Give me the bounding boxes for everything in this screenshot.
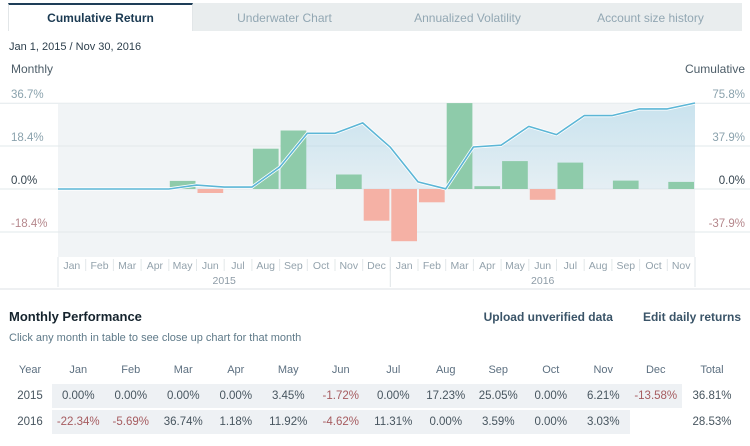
tab-account-size-history[interactable]: Account size history bbox=[559, 3, 742, 31]
svg-text:Aug: Aug bbox=[256, 260, 275, 272]
month-cell[interactable]: -22.34% bbox=[52, 410, 105, 434]
svg-text:36.7%: 36.7% bbox=[11, 89, 44, 101]
month-cell[interactable]: 36.74% bbox=[157, 410, 210, 434]
column-header-aug: Aug bbox=[435, 364, 456, 376]
column-header-year: Year bbox=[18, 364, 42, 376]
table-row-2015: 2015 0.00% 0.00% 0.00% 0.00% 3.45% -1.72% 0.00%… bbox=[8, 384, 742, 408]
month-cell[interactable]: 3.59% bbox=[472, 410, 525, 434]
total-cell: 36.81% bbox=[692, 390, 732, 402]
svg-text:Aug: Aug bbox=[589, 260, 608, 272]
svg-text:0.0%: 0.0% bbox=[11, 175, 37, 187]
month-cell[interactable]: -4.62% bbox=[314, 410, 367, 434]
month-cell[interactable]: 11.31% bbox=[367, 410, 420, 434]
column-header-apr: Apr bbox=[227, 364, 245, 376]
column-header-dec: Dec bbox=[645, 364, 666, 376]
svg-text:Jun: Jun bbox=[534, 260, 551, 272]
month-cell[interactable]: 0.00% bbox=[104, 384, 157, 408]
svg-text:2015: 2015 bbox=[213, 275, 237, 287]
month-cell[interactable]: -5.69% bbox=[104, 410, 157, 434]
month-cell[interactable]: 25.05% bbox=[472, 384, 525, 408]
month-cell[interactable]: 0.00% bbox=[52, 384, 105, 408]
column-header-total: Total bbox=[700, 364, 724, 376]
edit-daily-returns-link[interactable]: Edit daily returns bbox=[642, 310, 741, 324]
table-header-row: Year Jan Feb Mar Apr May Jun Jul Aug Sep Oct Nov Dec… bbox=[8, 362, 742, 378]
svg-text:Apr: Apr bbox=[147, 260, 164, 272]
column-header-jul: Jul bbox=[386, 364, 401, 376]
svg-text:Nov: Nov bbox=[672, 260, 691, 272]
column-header-sep: Sep bbox=[488, 364, 509, 376]
svg-text:-18.4%: -18.4% bbox=[11, 218, 47, 230]
svg-text:Sep: Sep bbox=[616, 260, 635, 272]
column-header-nov: Nov bbox=[593, 364, 614, 376]
svg-text:Nov: Nov bbox=[339, 260, 358, 272]
table-body: 2015 0.00% 0.00% 0.00% 0.00% 3.45% -1.72% 0.00%… bbox=[8, 384, 742, 434]
upload-unverified-data-link[interactable]: Upload unverified data bbox=[483, 310, 613, 324]
svg-text:0.0%: 0.0% bbox=[719, 175, 745, 187]
month-cell[interactable]: 11.92% bbox=[262, 410, 315, 434]
svg-text:Cumulative: Cumulative bbox=[685, 62, 745, 76]
svg-text:Jul: Jul bbox=[231, 260, 244, 272]
month-cell[interactable]: -13.58% bbox=[629, 384, 682, 408]
chart-tabs: Cumulative Return Underwater Chart Annua… bbox=[8, 3, 742, 31]
svg-text:Feb: Feb bbox=[90, 260, 108, 272]
monthly-performance-header: Monthly Performance Upload unverified da… bbox=[9, 309, 741, 324]
column-header-may: May bbox=[277, 364, 299, 376]
svg-text:37.9%: 37.9% bbox=[712, 132, 745, 144]
svg-text:Apr: Apr bbox=[479, 260, 496, 272]
svg-text:May: May bbox=[505, 260, 526, 272]
svg-text:2016: 2016 bbox=[531, 275, 555, 287]
month-cell[interactable]: 0.00% bbox=[157, 384, 210, 408]
column-header-oct: Oct bbox=[542, 364, 560, 376]
month-cell[interactable]: 0.00% bbox=[524, 384, 577, 408]
month-cell[interactable]: 6.21% bbox=[577, 384, 630, 408]
monthly-performance-title: Monthly Performance bbox=[9, 309, 142, 324]
monthly-performance-table: Year Jan Feb Mar Apr May Jun Jul Aug Sep Oct Nov Dec… bbox=[8, 362, 742, 434]
svg-text:Jan: Jan bbox=[63, 260, 80, 272]
svg-text:Dec: Dec bbox=[367, 260, 386, 272]
svg-text:75.8%: 75.8% bbox=[712, 89, 745, 101]
svg-text:Mar: Mar bbox=[451, 260, 470, 272]
year-cell: 2015 bbox=[17, 390, 43, 402]
column-header-feb: Feb bbox=[121, 364, 141, 376]
cumulative-return-chart[interactable]: Jan Feb Mar Apr May Jun Jul Aug Sep Oct Nov Dec Jan F… bbox=[0, 57, 750, 293]
table-actions: Upload unverified data Edit daily return… bbox=[484, 310, 741, 324]
month-cell[interactable]: -1.72% bbox=[314, 384, 367, 408]
month-cell[interactable]: 0.00% bbox=[367, 384, 420, 408]
svg-text:Sep: Sep bbox=[284, 260, 303, 272]
month-cell[interactable]: 0.00% bbox=[524, 410, 577, 434]
svg-text:18.4%: 18.4% bbox=[11, 132, 44, 144]
svg-text:-37.9%: -37.9% bbox=[709, 218, 745, 230]
total-cell: 28.53% bbox=[692, 416, 732, 428]
month-cell[interactable]: 0.00% bbox=[209, 384, 262, 408]
svg-text:Oct: Oct bbox=[313, 260, 329, 272]
month-cell[interactable]: 3.03% bbox=[577, 410, 630, 434]
column-header-jun: Jun bbox=[331, 364, 350, 376]
svg-text:Feb: Feb bbox=[423, 260, 441, 272]
svg-text:Jul: Jul bbox=[564, 260, 577, 272]
column-header-jan: Jan bbox=[69, 364, 88, 376]
month-cell[interactable]: 17.23% bbox=[419, 384, 472, 408]
svg-text:Oct: Oct bbox=[645, 260, 661, 272]
svg-text:Jan: Jan bbox=[396, 260, 413, 272]
column-header-mar: Mar bbox=[173, 364, 193, 376]
svg-text:Monthly: Monthly bbox=[11, 62, 53, 76]
date-range: Jan 1, 2015 / Nov 30, 2016 bbox=[9, 41, 142, 53]
tab-annualized-volatility[interactable]: Annualized Volatility bbox=[376, 3, 559, 31]
svg-text:Jun: Jun bbox=[202, 260, 219, 272]
month-cell[interactable]: 3.45% bbox=[262, 384, 315, 408]
month-cell bbox=[630, 410, 683, 434]
month-cell[interactable]: 0.00% bbox=[419, 410, 472, 434]
svg-text:Mar: Mar bbox=[118, 260, 137, 272]
table-row-2016: 2016 -22.34% -5.69% 36.74% 1.18% 11.92% -4.62%… bbox=[8, 410, 742, 434]
svg-text:May: May bbox=[173, 260, 194, 272]
year-cell: 2016 bbox=[17, 416, 43, 428]
tab-cumulative-return[interactable]: Cumulative Return bbox=[8, 3, 193, 31]
tab-underwater-chart[interactable]: Underwater Chart bbox=[193, 3, 376, 31]
table-hint: Click any month in table to see close up… bbox=[9, 332, 302, 344]
month-cell[interactable]: 1.18% bbox=[209, 410, 262, 434]
